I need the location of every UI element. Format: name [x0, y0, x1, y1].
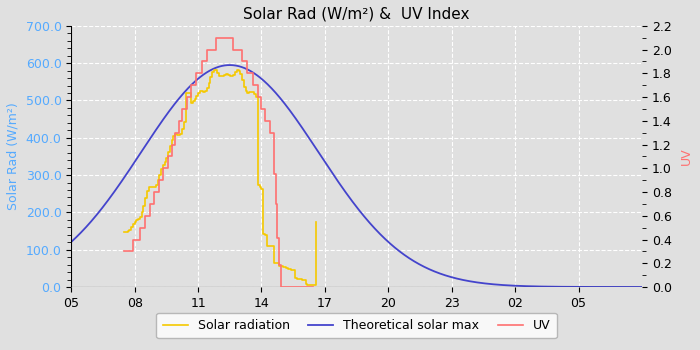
UV [150, 190, 158, 194]
Solar radiation [176, 132, 185, 136]
Title: Solar Rad (W/m²) &  UV Index: Solar Rad (W/m²) & UV Index [244, 7, 470, 22]
Theoretical solar max [225, 63, 234, 67]
Legend: Solar radiation, Theoretical solar max, UV: Solar radiation, Theoretical solar max, … [156, 313, 557, 338]
Line: UV: UV [124, 38, 313, 287]
Solar radiation [301, 282, 309, 287]
Theoretical solar max [96, 208, 104, 212]
Theoretical solar max [330, 173, 338, 177]
Theoretical solar max [638, 285, 646, 289]
UV [276, 285, 285, 289]
Solar radiation [120, 230, 128, 235]
UV [208, 48, 216, 52]
UV [286, 285, 294, 289]
UV [211, 36, 220, 40]
Solar radiation [208, 70, 216, 74]
UV [272, 202, 280, 206]
Solar radiation [310, 283, 319, 287]
Theoretical solar max [622, 285, 630, 289]
Solar radiation [312, 219, 321, 224]
Theoretical solar max [517, 284, 525, 288]
UV [309, 285, 317, 289]
Solar radiation [258, 187, 266, 191]
UV [139, 225, 148, 230]
Y-axis label: UV: UV [680, 148, 693, 165]
Line: Theoretical solar max: Theoretical solar max [71, 65, 642, 287]
Solar radiation [309, 283, 317, 287]
Solar radiation [210, 68, 218, 72]
Theoretical solar max [67, 240, 76, 244]
Line: Solar radiation: Solar radiation [124, 70, 316, 285]
Solar radiation [215, 74, 223, 78]
Theoretical solar max [621, 285, 629, 289]
UV [289, 285, 298, 289]
Theoretical solar max [345, 195, 354, 199]
Y-axis label: Solar Rad (W/m²): Solar Rad (W/m²) [7, 103, 20, 210]
UV [120, 249, 128, 253]
